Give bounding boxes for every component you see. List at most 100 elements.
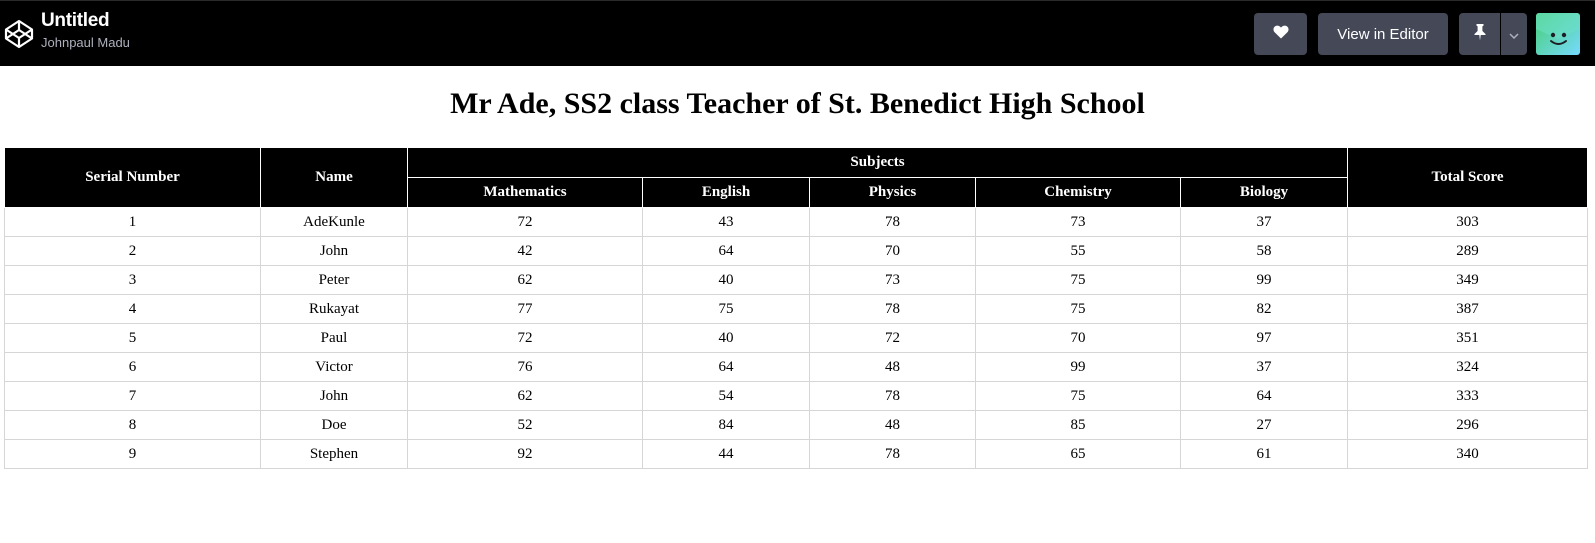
name-cell: Rukayat (260, 294, 408, 324)
scores-table: Serial Number Name Subjects Total Score … (4, 147, 1589, 469)
header-subjects: Subjects (406, 147, 1349, 178)
chemistry-score-cell: 75 (975, 294, 1181, 324)
biology-score-cell: 58 (1179, 236, 1349, 266)
english-score-cell: 84 (642, 410, 810, 440)
english-score-cell: 64 (642, 352, 810, 382)
mathematics-score-cell: 72 (407, 207, 643, 237)
view-in-editor-button[interactable]: View in Editor (1318, 13, 1448, 55)
physics-score-cell: 72 (809, 323, 976, 353)
name-cell: John (260, 381, 408, 411)
physics-score-cell: 48 (809, 410, 976, 440)
total-score-cell: 349 (1347, 265, 1589, 295)
english-score-cell: 40 (642, 265, 810, 295)
mathematics-score-cell: 72 (407, 323, 643, 353)
total-score-cell: 324 (1347, 352, 1589, 382)
serial-cell: 2 (4, 236, 261, 266)
codepen-logo-icon[interactable] (3, 18, 35, 50)
total-score-cell: 340 (1347, 439, 1589, 469)
mathematics-score-cell: 42 (407, 236, 643, 266)
table-row: 4 Rukayat 77 75 78 75 82 387 (4, 294, 1589, 324)
chemistry-score-cell: 75 (975, 265, 1181, 295)
mathematics-score-cell: 62 (407, 381, 643, 411)
pen-title[interactable]: Untitled (41, 10, 110, 31)
mathematics-score-cell: 76 (407, 352, 643, 382)
pin-icon (1473, 23, 1487, 45)
name-cell: Peter (260, 265, 408, 295)
mathematics-score-cell: 77 (407, 294, 643, 324)
table-row: 6 Victor 76 64 48 99 37 324 (4, 352, 1589, 382)
english-score-cell: 64 (642, 236, 810, 266)
header-row: Serial Number Name Subjects Total Score (4, 147, 1589, 208)
serial-cell: 9 (4, 439, 261, 469)
biology-score-cell: 37 (1179, 207, 1349, 237)
avatar-smiley-icon (1536, 13, 1580, 55)
physics-score-cell: 78 (809, 207, 976, 237)
table-row: 8 Doe 52 84 48 85 27 296 (4, 410, 1589, 440)
chemistry-score-cell: 70 (975, 323, 1181, 353)
biology-score-cell: 61 (1179, 439, 1349, 469)
physics-score-cell: 73 (809, 265, 976, 295)
top-bar: Untitled Johnpaul Madu View in Editor (0, 0, 1595, 66)
heart-icon (1272, 25, 1289, 43)
pen-title-block: Untitled Johnpaul Madu (41, 10, 130, 52)
table-row: 9 Stephen 92 44 78 65 61 340 (4, 439, 1589, 469)
english-score-cell: 43 (642, 207, 810, 237)
english-score-cell: 75 (642, 294, 810, 324)
header-total-score: Total Score (1347, 147, 1589, 208)
avatar[interactable] (1536, 13, 1580, 55)
name-cell: Doe (260, 410, 408, 440)
serial-cell: 4 (4, 294, 261, 324)
biology-score-cell: 27 (1179, 410, 1349, 440)
english-score-cell: 40 (642, 323, 810, 353)
table-row: 2 John 42 64 70 55 58 289 (4, 236, 1589, 266)
chemistry-score-cell: 65 (975, 439, 1181, 469)
header-english: English (642, 177, 810, 208)
english-score-cell: 54 (642, 381, 810, 411)
physics-score-cell: 70 (809, 236, 976, 266)
biology-score-cell: 64 (1179, 381, 1349, 411)
serial-cell: 7 (4, 381, 261, 411)
total-score-cell: 296 (1347, 410, 1589, 440)
name-cell: Stephen (260, 439, 408, 469)
table-row: 3 Peter 62 40 73 75 99 349 (4, 265, 1589, 295)
header-name: Name (260, 147, 408, 208)
subheader-row: Mathematics English Physics Chemistry Bi… (5, 177, 1588, 208)
serial-cell: 1 (4, 207, 261, 237)
pin-menu-button[interactable] (1501, 13, 1527, 55)
total-score-cell: 333 (1347, 381, 1589, 411)
serial-cell: 6 (4, 352, 261, 382)
table-header: Serial Number Name Subjects Total Score … (4, 147, 1589, 208)
mathematics-score-cell: 62 (407, 265, 643, 295)
heart-button[interactable] (1254, 13, 1307, 55)
name-cell: Victor (260, 352, 408, 382)
physics-score-cell: 78 (809, 294, 976, 324)
header-chemistry: Chemistry (975, 177, 1181, 208)
chemistry-score-cell: 75 (975, 381, 1181, 411)
biology-score-cell: 97 (1179, 323, 1349, 353)
mathematics-score-cell: 52 (407, 410, 643, 440)
header-biology: Biology (1179, 177, 1349, 208)
name-cell: AdeKunle (260, 207, 408, 237)
chemistry-score-cell: 73 (975, 207, 1181, 237)
chemistry-score-cell: 99 (975, 352, 1181, 382)
name-cell: Paul (260, 323, 408, 353)
header-serial-number: Serial Number (4, 147, 261, 208)
chemistry-score-cell: 85 (975, 410, 1181, 440)
chevron-down-icon (1509, 26, 1519, 43)
serial-cell: 8 (4, 410, 261, 440)
header-mathematics: Mathematics (407, 177, 643, 208)
mathematics-score-cell: 92 (407, 439, 643, 469)
header-physics: Physics (809, 177, 976, 208)
pin-button[interactable] (1459, 13, 1500, 55)
physics-score-cell: 48 (809, 352, 976, 382)
biology-score-cell: 99 (1179, 265, 1349, 295)
english-score-cell: 44 (642, 439, 810, 469)
chemistry-score-cell: 55 (975, 236, 1181, 266)
total-score-cell: 387 (1347, 294, 1589, 324)
physics-score-cell: 78 (809, 439, 976, 469)
table-row: 7 John 62 54 78 75 64 333 (4, 381, 1589, 411)
pen-author[interactable]: Johnpaul Madu (41, 35, 130, 50)
biology-score-cell: 37 (1179, 352, 1349, 382)
serial-cell: 5 (4, 323, 261, 353)
total-score-cell: 351 (1347, 323, 1589, 353)
